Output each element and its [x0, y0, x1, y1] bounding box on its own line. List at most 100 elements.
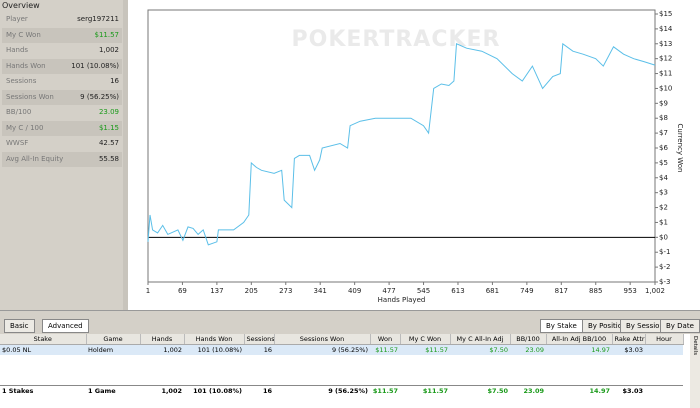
column-header[interactable]: Hands: [140, 334, 185, 345]
total-cell: $3.03: [612, 385, 645, 396]
column-header[interactable]: All-In Adj BB/100: [546, 334, 613, 345]
empty-cell: [274, 375, 370, 386]
empty-cell: [400, 375, 450, 386]
empty-cell: [400, 365, 450, 375]
total-cell: 101 (10.08%): [184, 385, 244, 396]
x-tick-label: 817: [555, 287, 568, 295]
empty-cell: [450, 355, 510, 365]
x-tick-label: 137: [210, 287, 223, 295]
cell: 9 (56.25%): [274, 344, 370, 355]
overview-row: Hands 1,002: [2, 43, 122, 58]
x-tick-label: 1,002: [645, 287, 665, 295]
y-axis-label: Currency Won: [676, 124, 684, 173]
empty-cell: [510, 355, 546, 365]
overview-value: 42.57: [98, 139, 119, 147]
column-header[interactable]: Hands Won: [184, 334, 245, 345]
empty-cell: [612, 375, 645, 386]
total-cell: 23.09: [510, 385, 546, 396]
y-tick-label: $1: [659, 218, 668, 226]
x-tick-label: 273: [279, 287, 292, 295]
total-cell: 1 Game: [86, 385, 140, 396]
empty-cell: [645, 365, 683, 375]
x-tick-label: 1: [146, 287, 150, 295]
group-tab[interactable]: By Stake: [540, 319, 583, 333]
empty-cell: [370, 375, 400, 386]
chart-panel: POKERTRACKER $-3 $-2 $-1 $0 $1 $2 $3 $4 $5 $6 $7 $8 $…: [128, 0, 700, 310]
empty-cell: [140, 375, 184, 386]
overview-value: 55.58: [98, 154, 119, 163]
cell: 16: [244, 344, 274, 355]
splitter[interactable]: [0, 310, 700, 319]
x-tick-label: 885: [589, 287, 602, 295]
cell: $11.57: [370, 344, 400, 355]
x-tick-label: 953: [623, 287, 636, 295]
overview-key: Sessions: [6, 77, 37, 85]
cell: $7.50: [450, 344, 510, 355]
y-tick-label: $5: [659, 159, 668, 167]
view-button[interactable]: Basic: [4, 319, 35, 333]
overview-title: Overview: [2, 1, 40, 10]
column-header[interactable]: My C All-In Adj: [450, 334, 511, 345]
column-header[interactable]: Game: [86, 334, 141, 345]
column-header[interactable]: BB/100: [510, 334, 547, 345]
empty-cell: [645, 375, 683, 386]
x-tick-label: 69: [178, 287, 187, 295]
empty-cell: [612, 355, 645, 365]
overview-value: serg197211: [77, 15, 119, 23]
y-tick-label: $3: [659, 189, 668, 197]
view-button[interactable]: Advanced: [42, 319, 89, 333]
empty-cell: [244, 375, 274, 386]
column-header[interactable]: Sessions Won: [274, 334, 371, 345]
overview-key: Sessions Won: [6, 92, 54, 101]
line: [147, 42, 656, 246]
table-row[interactable]: $0.05 NL Holdem 1,002 101 (10.08%) 16 9 (56.2…: [0, 344, 683, 355]
y-tick-label: $8: [659, 114, 668, 122]
empty-cell: [86, 365, 140, 375]
column-header[interactable]: Stake: [0, 334, 87, 345]
empty-cell: [0, 375, 86, 386]
column-header[interactable]: Hour: [645, 334, 684, 345]
group-tab[interactable]: By Date: [660, 319, 700, 333]
table: Stake Game Hands Hands Won Sessions Sessions …: [0, 334, 684, 396]
overview-value: $1.15: [98, 123, 119, 132]
splitter[interactable]: [123, 0, 128, 310]
empty-cell: [244, 365, 274, 375]
overview-value: $11.57: [94, 30, 120, 39]
overview-row: BB/100 23.09: [2, 105, 122, 120]
empty-cell: [140, 355, 184, 365]
header-row: Stake Game Hands Hands Won Sessions Sessions …: [0, 334, 684, 345]
overview-value: 23.09: [98, 108, 119, 116]
empty-cell: [184, 365, 244, 375]
empty-cell: [370, 355, 400, 365]
overview-row: Avg All-In Equity 55.58: [2, 151, 122, 167]
total-cell: $11.57: [400, 385, 450, 396]
column-header[interactable]: Sessions: [244, 334, 275, 345]
x-tick-label: 205: [245, 287, 258, 295]
cell: $11.57: [400, 344, 450, 355]
empty-cell: [450, 375, 510, 386]
cell: Holdem: [86, 344, 140, 355]
total-cell: [645, 385, 683, 396]
total-cell: $11.57: [370, 385, 400, 396]
y-tick-label: $-2: [659, 263, 670, 271]
y-tick-label: $11: [659, 70, 672, 78]
empty-cell: [274, 355, 370, 365]
overview-value: 101 (10.08%): [71, 61, 119, 70]
empty-cell: [0, 365, 86, 375]
overview-row: Hands Won 101 (10.08%): [2, 58, 122, 74]
x-tick-label: 341: [314, 287, 327, 295]
column-header[interactable]: Won: [370, 334, 401, 345]
cell: 101 (10.08%): [184, 344, 244, 355]
empty-cell: [546, 355, 612, 365]
y-tick-label: $12: [659, 55, 672, 63]
empty-cell: [184, 375, 244, 386]
empty-cell: [400, 355, 450, 365]
empty-cell: [510, 375, 546, 386]
overview-row: My C / 100 $1.15: [2, 120, 122, 136]
empty-cell: [86, 375, 140, 386]
total-cell: 14.97: [546, 385, 612, 396]
column-header[interactable]: My C Won: [400, 334, 451, 345]
column-header[interactable]: Rake Attrib: [612, 334, 646, 345]
overview-row: My C Won $11.57: [2, 27, 122, 43]
empty-row: [0, 355, 683, 365]
